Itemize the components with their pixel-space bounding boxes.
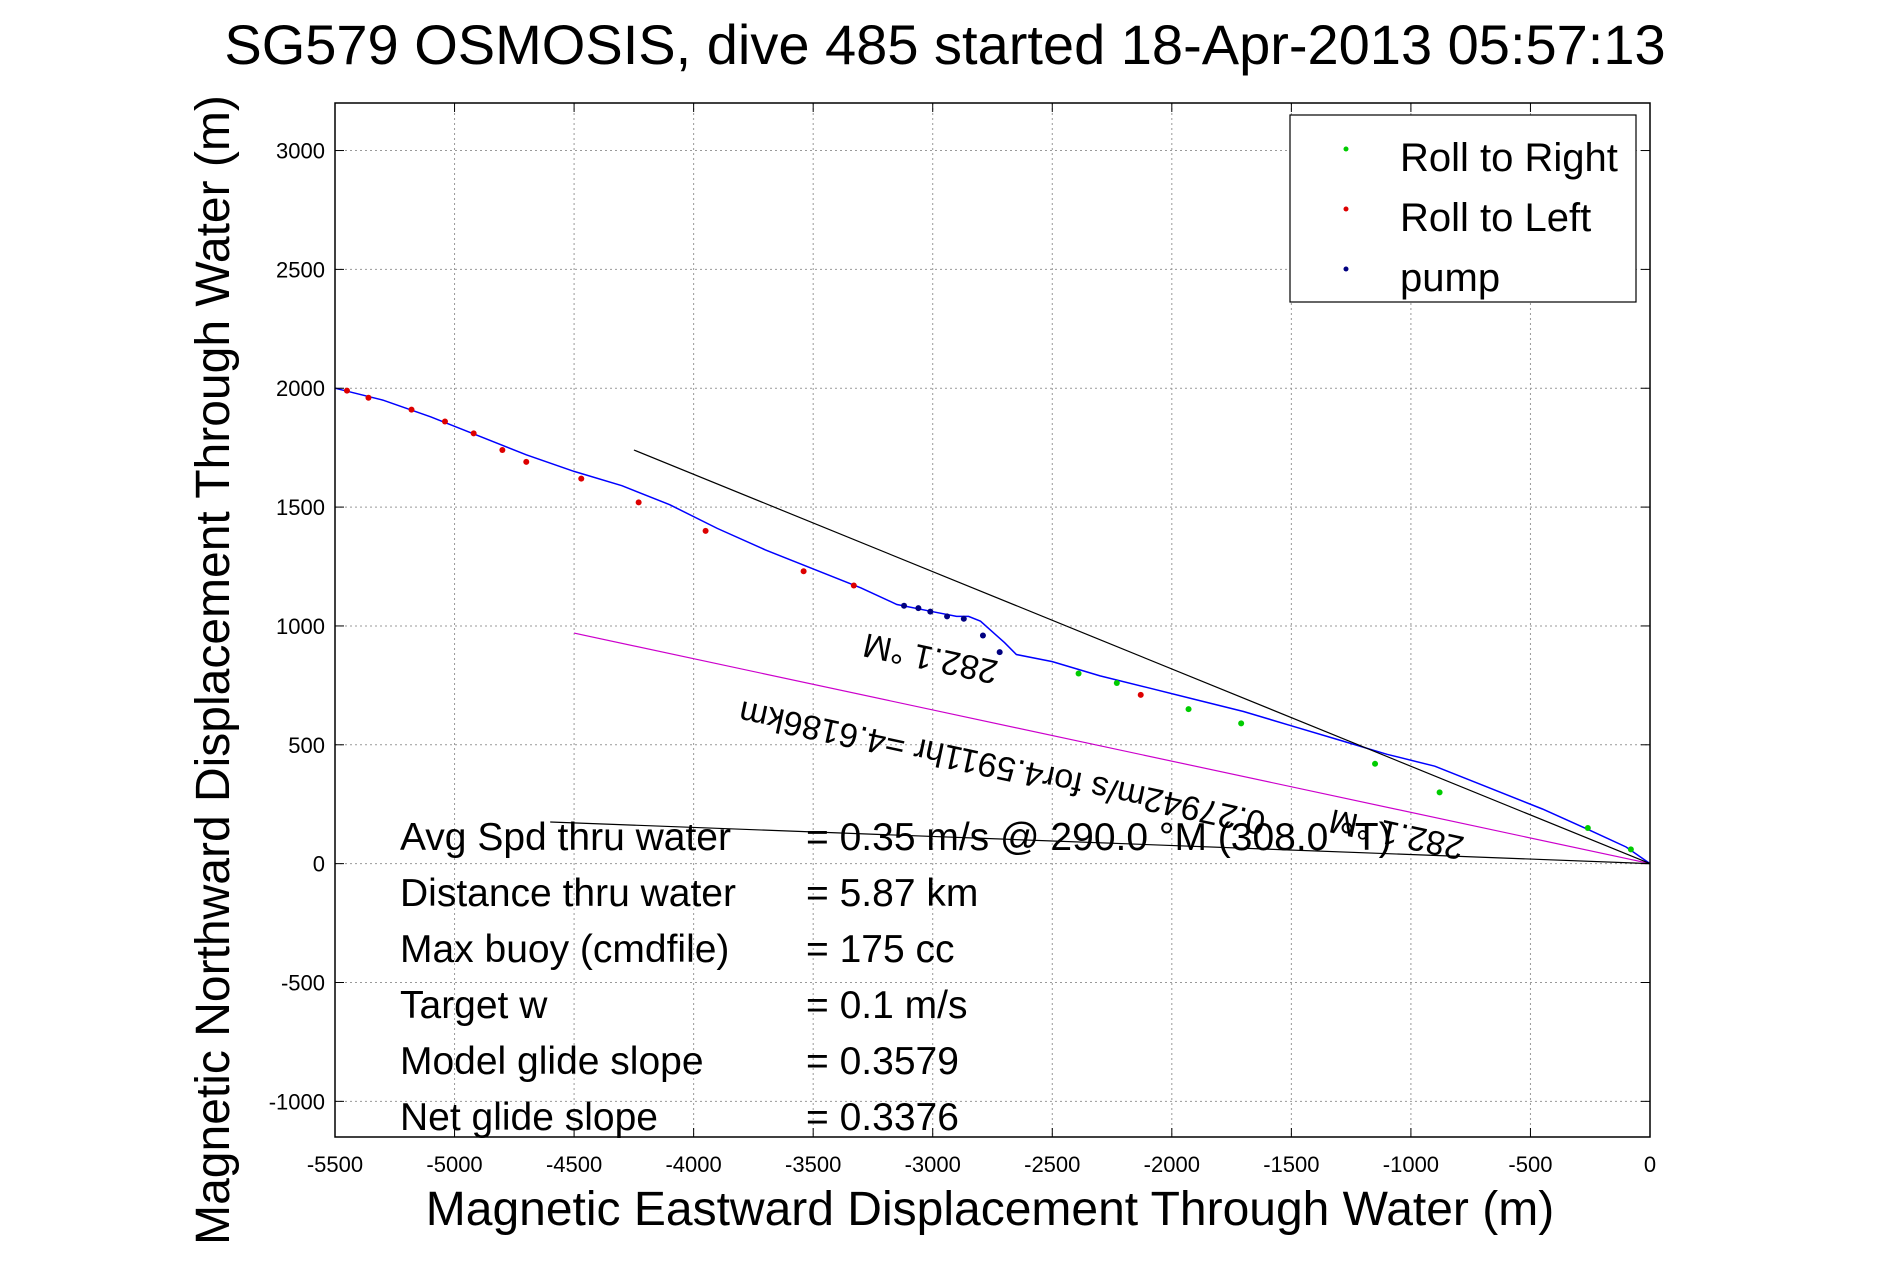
- series-layer: [334, 387, 1651, 865]
- pump-marker: [944, 613, 951, 620]
- roll-left-marker: [702, 527, 709, 534]
- roll-left-marker: [343, 387, 350, 394]
- y-tick-label: 2500: [276, 257, 325, 282]
- stat-value: = 175 cc: [806, 928, 955, 971]
- stat-label: Avg Spd thru water: [400, 816, 731, 859]
- y-axis-ticks: -1000 -500 0 500 1000 1500 2000 2500 3000: [269, 139, 1650, 1114]
- roll-right-marker: [1372, 760, 1379, 767]
- stat-value: = 5.87 km: [806, 872, 978, 915]
- roll-left-marker: [850, 582, 857, 589]
- y-tick-label: 1500: [276, 495, 325, 520]
- x-tick-label: -3500: [785, 1152, 841, 1177]
- x-axis-label: Magnetic Eastward Displacement Through W…: [426, 1183, 1554, 1236]
- x-tick-label: -1000: [1383, 1152, 1439, 1177]
- roll-left-marker: [578, 475, 585, 482]
- legend: Roll to Right Roll to Left pump: [1289, 114, 1637, 303]
- roll-right-marker: [1238, 720, 1245, 727]
- legend-label: Roll to Right: [1400, 136, 1618, 180]
- x-tick-label: -500: [1508, 1152, 1552, 1177]
- y-tick-label: 0: [313, 852, 325, 877]
- x-tick-label: -5500: [307, 1152, 363, 1177]
- stat-label: Net glide slope: [400, 1096, 658, 1139]
- legend-swatch: [1343, 266, 1349, 272]
- plot-frame: [334, 102, 1651, 1138]
- reference-line-line: [550, 821, 1651, 865]
- pump-marker: [927, 608, 934, 615]
- x-tick-label: 0: [1644, 1152, 1656, 1177]
- roll-right-marker: [1627, 846, 1634, 853]
- stat-value: = 0.3376: [806, 1096, 959, 1139]
- reference-line-line: [633, 449, 1651, 865]
- roll-left-marker: [800, 568, 807, 575]
- roll-left-marker: [365, 394, 372, 401]
- roll-right-marker: [1113, 679, 1120, 686]
- stat-value: = 0.1 m/s: [806, 984, 967, 1027]
- roll-right-marker: [1584, 824, 1591, 831]
- x-tick-label: -2000: [1144, 1152, 1200, 1177]
- pump-marker: [960, 615, 967, 622]
- stat-label: Model glide slope: [400, 1040, 704, 1083]
- y-tick-label: 500: [288, 733, 325, 758]
- pump-marker: [979, 632, 986, 639]
- stat-label: Target w: [400, 984, 548, 1027]
- x-tick-label: -4000: [665, 1152, 721, 1177]
- roll-left-marker: [499, 447, 506, 454]
- pump-marker: [996, 649, 1003, 656]
- heading-line-line: [573, 632, 1651, 865]
- roll-left-marker: [408, 406, 415, 413]
- track-line: [334, 387, 1651, 865]
- roll-right-marker: [1185, 706, 1192, 713]
- x-tick-label: -4500: [546, 1152, 602, 1177]
- y-axis-label: Magnetic Northward Displacement Through …: [187, 95, 240, 1245]
- x-tick-label: -2500: [1024, 1152, 1080, 1177]
- stat-value: = 0.35 m/s @ 290.0 °M (308.0 °T): [806, 816, 1392, 859]
- stats-block: Avg Spd thru water = 0.35 m/s @ 290.0 °M …: [400, 816, 1392, 1139]
- legend-label: Roll to Left: [1400, 196, 1591, 240]
- roll-left-marker: [523, 458, 530, 465]
- x-tick-label: -3000: [905, 1152, 961, 1177]
- y-tick-label: 2000: [276, 376, 325, 401]
- roll-right-marker: [1436, 789, 1443, 796]
- pump-marker: [901, 602, 908, 609]
- stat-label: Max buoy (cmdfile): [400, 928, 729, 971]
- stat-label: Distance thru water: [400, 872, 736, 915]
- y-tick-label: -1000: [269, 1089, 325, 1114]
- y-tick-label: -500: [281, 970, 325, 995]
- stat-value: = 0.3579: [806, 1040, 959, 1083]
- x-axis-ticks: -5500 -5000 -4500 -4000 -3500 -3000 -2500 -2000…: [307, 103, 1656, 1177]
- legend-swatch: [1343, 146, 1349, 152]
- pump-marker: [915, 605, 922, 612]
- roll-left-marker: [635, 499, 642, 506]
- legend-label: pump: [1400, 256, 1500, 300]
- roll-left-marker: [1137, 691, 1144, 698]
- x-tick-label: -1500: [1263, 1152, 1319, 1177]
- roll-left-marker: [441, 418, 448, 425]
- chart-title: SG579 OSMOSIS, dive 485 started 18-Apr-2…: [224, 13, 1665, 76]
- x-tick-label: -5000: [426, 1152, 482, 1177]
- marker-layer: [343, 387, 1634, 853]
- roll-left-marker: [470, 430, 477, 437]
- legend-swatch: [1343, 206, 1349, 212]
- y-tick-label: 3000: [276, 139, 325, 164]
- y-tick-label: 1000: [276, 614, 325, 639]
- roll-right-marker: [1075, 670, 1082, 677]
